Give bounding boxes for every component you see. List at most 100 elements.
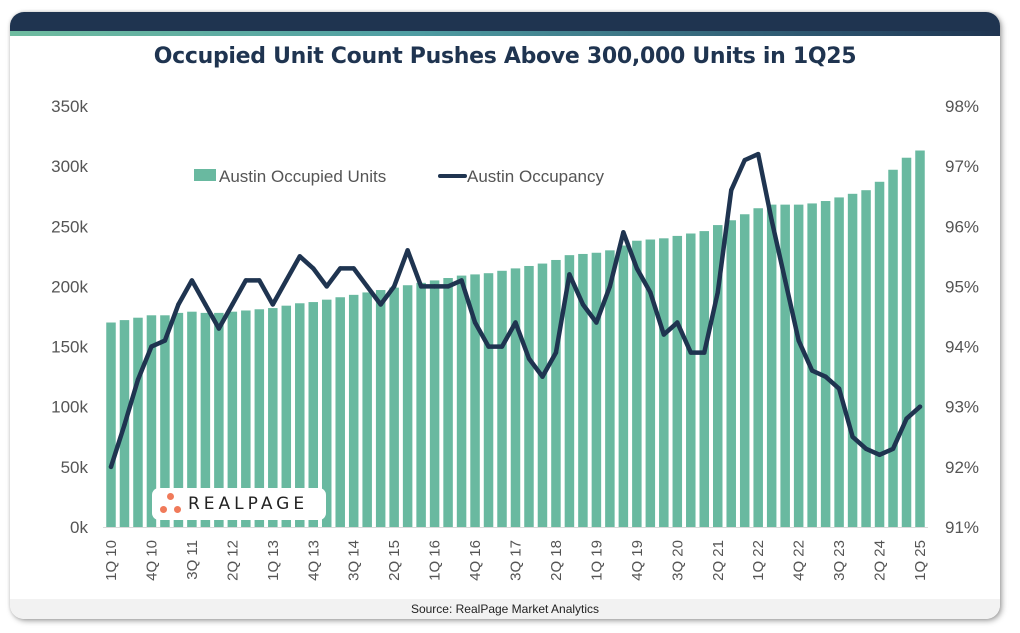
x-tick-label: 1Q 25 bbox=[912, 540, 929, 581]
bar-2Q24 bbox=[874, 181, 885, 527]
y-right-tick-label: 95% bbox=[945, 277, 979, 296]
bar-1Q12 bbox=[214, 312, 224, 527]
bar-1Q11 bbox=[160, 315, 170, 527]
occupancy-point-2Q11 bbox=[176, 302, 181, 307]
occupancy-point-4Q21 bbox=[742, 157, 747, 163]
bar-3Q10 bbox=[133, 317, 143, 527]
bar-4Q14 bbox=[362, 292, 372, 527]
bar-1Q10 bbox=[106, 322, 116, 527]
occupancy-point-1Q10 bbox=[108, 464, 114, 470]
occupancy-point-4Q10 bbox=[149, 344, 154, 349]
x-tick-label: 2Q 18 bbox=[548, 540, 565, 581]
occupancy-point-4Q22 bbox=[796, 338, 801, 343]
bar-1Q13 bbox=[268, 308, 278, 527]
occupancy-point-2Q15 bbox=[391, 284, 397, 289]
bar-1Q25 bbox=[915, 150, 925, 527]
source-text: Source: RealPage Market Analytics bbox=[410, 602, 600, 616]
occupancy-point-3Q21 bbox=[729, 188, 734, 193]
occupancy-point-3Q11 bbox=[189, 278, 195, 283]
occupancy-point-1Q14 bbox=[324, 284, 329, 289]
bar-2Q17 bbox=[497, 270, 507, 527]
occupancy-point-3Q24 bbox=[890, 446, 896, 452]
y-right-tick-label: 97% bbox=[945, 157, 979, 176]
occupancy-point-1Q24 bbox=[863, 446, 869, 452]
y-right-tick-label: 98% bbox=[945, 97, 979, 116]
y-right-tick-label: 93% bbox=[945, 398, 979, 417]
x-tick-label: 3Q 20 bbox=[669, 540, 686, 581]
bar-series bbox=[106, 150, 925, 528]
occupancy-point-2Q12 bbox=[230, 302, 235, 307]
bar-2Q23 bbox=[820, 201, 831, 527]
occupancy-point-1Q19 bbox=[594, 320, 599, 325]
legend: Austin Occupied Units Austin Occupancy bbox=[194, 167, 605, 186]
occupancy-point-1Q12 bbox=[216, 326, 222, 331]
x-tick-label: 3Q 17 bbox=[508, 540, 525, 581]
x-tick-label: 2Q 15 bbox=[386, 540, 403, 581]
bar-4Q12 bbox=[254, 309, 265, 527]
bar-1Q17 bbox=[483, 273, 494, 527]
occupancy-point-4Q16 bbox=[472, 320, 478, 325]
occupancy-point-4Q14 bbox=[364, 284, 370, 289]
occupancy-point-2Q13 bbox=[284, 278, 289, 283]
occupancy-point-1Q16 bbox=[432, 284, 437, 289]
x-tick-label: 1Q 10 bbox=[103, 540, 120, 581]
logo-dots-icon bbox=[158, 491, 184, 517]
x-axis-ticks: 1Q 10 4Q 10 3Q 11 2Q 12 1Q 13 4Q 13 3Q 14 2Q 15… bbox=[103, 540, 929, 581]
x-tick-label: 4Q 13 bbox=[305, 540, 322, 581]
occupancy-point-2Q16 bbox=[445, 284, 451, 289]
occupancy-point-3Q13 bbox=[297, 254, 302, 259]
y-left-tick-label: 350k bbox=[51, 97, 88, 116]
bar-4Q15 bbox=[416, 282, 426, 527]
bar-4Q17 bbox=[524, 265, 534, 527]
x-tick-label: 4Q 16 bbox=[467, 540, 484, 581]
x-tick-label: 4Q 22 bbox=[791, 540, 808, 581]
occupancy-point-4Q20 bbox=[688, 350, 693, 355]
bar-3Q24 bbox=[888, 169, 898, 527]
occupancy-point-3Q17 bbox=[513, 320, 518, 325]
occupancy-point-2Q18 bbox=[553, 350, 559, 355]
y-left-tick-label: 100k bbox=[51, 398, 88, 417]
occupancy-point-1Q17 bbox=[486, 344, 491, 349]
bar-2Q14 bbox=[335, 297, 345, 527]
realpage-logo: REALPAGE bbox=[152, 488, 326, 520]
y-axis-left: 0k 50k 100k 150k 200k 250k 300k 350k bbox=[51, 97, 88, 537]
occupancy-point-1Q22 bbox=[756, 151, 761, 157]
y-left-tick-label: 250k bbox=[51, 217, 88, 236]
bar-3Q11 bbox=[187, 311, 197, 527]
occupancy-point-2Q23 bbox=[823, 374, 828, 379]
chart-title: Occupied Unit Count Pushes Above 300,000… bbox=[153, 44, 857, 69]
x-tick-label: 4Q 10 bbox=[143, 540, 160, 581]
occupancy-point-1Q25 bbox=[917, 404, 923, 409]
y-left-tick-label: 50k bbox=[61, 458, 89, 477]
occupancy-point-3Q22 bbox=[782, 278, 788, 283]
bar-1Q21 bbox=[699, 231, 710, 527]
bar-2Q21 bbox=[713, 225, 723, 527]
occupancy-point-4Q19 bbox=[634, 266, 640, 271]
bar-3Q14 bbox=[348, 294, 359, 527]
y-left-tick-label: 200k bbox=[51, 277, 88, 296]
bar-2Q12 bbox=[227, 311, 238, 527]
occupancy-point-4Q18 bbox=[580, 302, 586, 307]
occupancy-point-2Q10 bbox=[122, 422, 127, 427]
bar-1Q22 bbox=[753, 208, 763, 528]
bar-3Q18 bbox=[564, 255, 575, 527]
bar-3Q23 bbox=[834, 197, 844, 528]
occupancy-point-1Q21 bbox=[702, 350, 707, 355]
x-tick-label: 2Q 24 bbox=[872, 540, 889, 581]
occupancy-point-4Q17 bbox=[526, 356, 532, 361]
source-footer: Source: RealPage Market Analytics bbox=[10, 599, 1000, 619]
occupancy-points bbox=[108, 151, 923, 470]
occupancy-point-2Q14 bbox=[338, 266, 343, 271]
occupancy-point-3Q23 bbox=[836, 386, 842, 391]
y-right-tick-label: 94% bbox=[945, 338, 979, 357]
bar-4Q23 bbox=[847, 193, 858, 527]
bar-4Q18 bbox=[578, 253, 588, 527]
bar-3Q22 bbox=[780, 204, 790, 527]
bar-1Q24 bbox=[861, 190, 871, 527]
bar-3Q17 bbox=[510, 268, 521, 527]
bar-3Q16 bbox=[456, 275, 467, 527]
bar-4Q11 bbox=[200, 312, 211, 527]
x-tick-label: 1Q 22 bbox=[750, 540, 767, 581]
occupancy-point-2Q22 bbox=[769, 218, 774, 223]
occupancy-point-1Q23 bbox=[809, 368, 815, 373]
